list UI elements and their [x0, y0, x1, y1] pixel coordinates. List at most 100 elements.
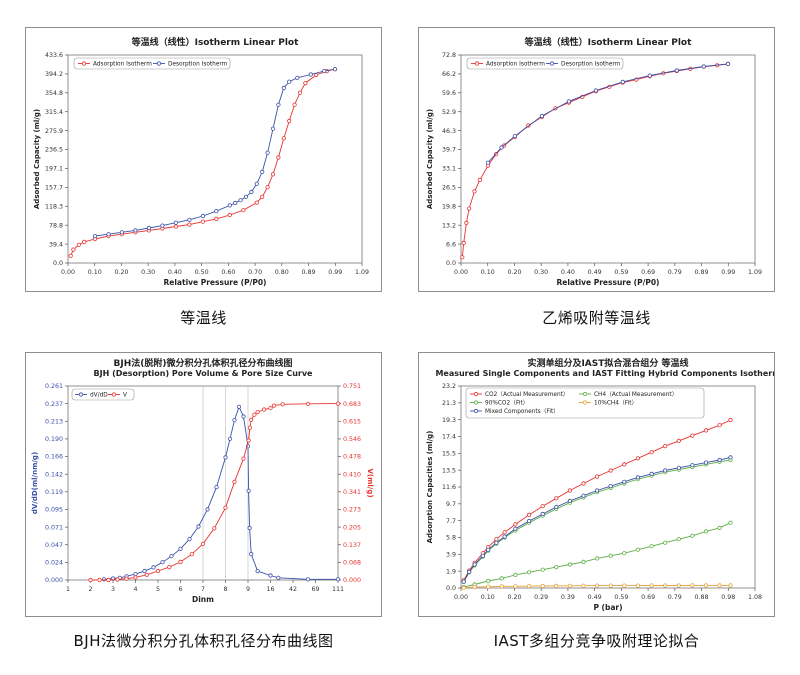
x-tick-label: 0.70 [248, 269, 262, 276]
data-point [281, 85, 286, 91]
legend-label: Desorption Isotherm [168, 62, 228, 68]
legend-label: dV/dD [90, 393, 108, 399]
legend-label: Mixed Components（Fit） [485, 408, 559, 415]
data-point [581, 493, 586, 498]
x-tick-label: 3 [111, 586, 115, 593]
data-point [622, 583, 627, 588]
data-point [464, 220, 469, 225]
x-tick-label: 0.49 [588, 269, 602, 276]
data-point [567, 498, 572, 503]
y-tick-label: 59.6 [442, 90, 456, 97]
data-point [486, 584, 491, 589]
data-point [155, 568, 161, 574]
y2-tick-label: 0.751 [343, 383, 361, 390]
data-point [461, 585, 466, 590]
x-tick-label: 1.09 [748, 269, 762, 276]
y-tick-label: 0.024 [45, 560, 63, 567]
data-point [247, 425, 252, 430]
data-point [728, 417, 733, 423]
data-point [270, 126, 276, 131]
chart-subtitle: BJH (Desorption) Pore Volume & Pore Size… [94, 369, 314, 378]
x-tick-label: 7 [201, 586, 205, 593]
x-tick-label: 0.49 [588, 594, 602, 601]
data-point [554, 583, 559, 588]
data-point [540, 511, 545, 517]
y-tick-label: 0.0 [446, 260, 456, 267]
data-point [160, 223, 165, 228]
caption-isotherm: 等温线 [180, 309, 227, 327]
data-point [676, 537, 681, 542]
data-point [332, 67, 338, 72]
legend-marker [582, 391, 588, 397]
data-point [214, 485, 219, 490]
x-tick-label: 1.09 [355, 269, 369, 276]
data-point [540, 567, 545, 572]
data-point [593, 88, 598, 93]
legend-marker [156, 61, 162, 66]
data-point [472, 189, 477, 194]
plot-area [460, 54, 756, 264]
data-point [241, 456, 246, 461]
y-tick-label: 1.9 [446, 568, 456, 575]
data-point [540, 504, 545, 509]
y-tick-label: 0.261 [45, 383, 63, 390]
y-axis-label: Adsorption Capacities (ml/g) [426, 431, 434, 544]
y2-tick-label: 0.137 [343, 542, 361, 549]
x-tick-label: 0.10 [481, 269, 495, 276]
y-tick-label: 236.5 [45, 147, 63, 154]
data-point [635, 547, 640, 552]
legend-label: 10%CH4（Fit） [594, 400, 637, 407]
data-point [227, 212, 232, 218]
data-point [173, 224, 178, 229]
x-tick-label: 0.29 [534, 594, 548, 601]
x-tick-label: 0.69 [641, 269, 655, 276]
data-point [280, 402, 285, 407]
data-point [460, 255, 465, 260]
data-point [305, 401, 311, 406]
legend-marker [473, 391, 479, 397]
data-point [690, 533, 695, 538]
data-point [297, 90, 303, 95]
data-point [292, 102, 297, 107]
data-point [223, 455, 228, 460]
data-point [690, 463, 695, 468]
caption-iast: IAST多组分竞争吸附理论拟合 [493, 632, 700, 650]
data-point [527, 584, 532, 589]
x-tick-label: 0.40 [561, 269, 575, 276]
y-tick-label: 197.1 [45, 166, 63, 173]
data-point [728, 455, 733, 460]
y-tick-label: 11.6 [442, 484, 456, 491]
data-point [223, 505, 228, 510]
data-point [581, 583, 586, 588]
plot-area [67, 54, 363, 264]
x-tick-label: 0.79 [668, 594, 682, 601]
data-point [502, 530, 507, 535]
data-point [717, 525, 722, 530]
data-point [76, 242, 81, 247]
data-point [461, 579, 466, 584]
data-point [167, 565, 172, 570]
x-tick-label: 0.59 [614, 594, 628, 601]
series-line-0 [103, 405, 338, 580]
x-tick-label: 16 [266, 586, 274, 593]
x-axis-label: P (bar) [593, 603, 622, 612]
y-tick-label: 39.4 [49, 241, 63, 248]
legend-label: CH4（Actual Measurement） [594, 391, 678, 398]
data-point [238, 198, 243, 203]
data-point [133, 572, 138, 577]
data-point [512, 134, 518, 139]
data-point [608, 583, 613, 588]
data-point [595, 583, 600, 588]
y2-tick-label: 0.273 [343, 507, 361, 514]
data-point [133, 228, 138, 233]
y-tick-label: 72.8 [442, 52, 456, 59]
data-point [276, 102, 281, 107]
x-tick-label: 0.00 [61, 269, 75, 276]
data-point [717, 423, 722, 428]
data-point [106, 577, 111, 583]
data-point [472, 585, 477, 590]
legend-box [466, 57, 624, 70]
y-tick-label: 0.047 [45, 542, 63, 549]
data-point [717, 583, 722, 588]
y-tick-label: 23.2 [442, 383, 456, 390]
